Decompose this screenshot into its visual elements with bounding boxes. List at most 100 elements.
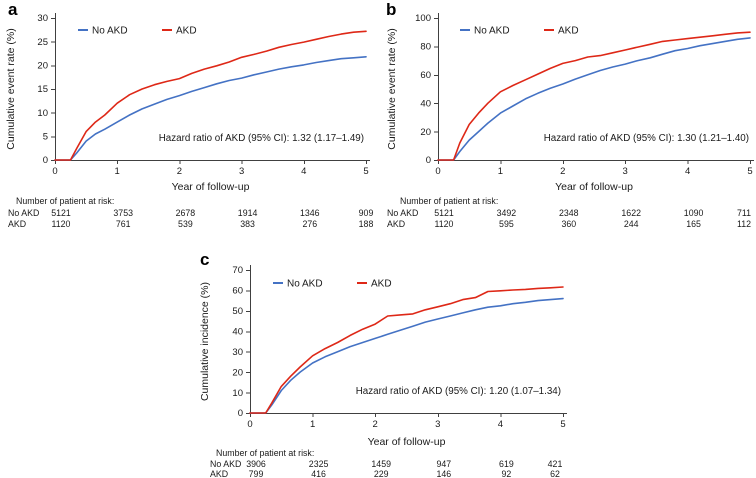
at-risk-value: 5121 — [434, 208, 454, 218]
at-risk-value: 188 — [359, 219, 374, 229]
panel-a: a 0 5 10 15 20 25 30 0 1 2 3 4 5 Cumulative event rat… — [0, 0, 378, 240]
at-risk-value: 146 — [436, 469, 451, 478]
y-tick-label: 40 — [420, 98, 431, 109]
x-tick-label: 1 — [115, 166, 120, 177]
at-risk-row-label-no-akd: No AKD — [8, 208, 39, 218]
at-risk-value: 1346 — [300, 208, 320, 218]
curve-akd — [249, 286, 564, 414]
y-tick-label: 5 — [43, 132, 48, 143]
x-tick-label: 1 — [498, 166, 503, 177]
legend-label-akd: AKD — [558, 26, 579, 37]
at-risk-value: 229 — [374, 469, 389, 478]
y-axis-title: Cumulative incidence (%) — [199, 282, 211, 401]
at-risk-value: 799 — [249, 469, 264, 478]
y-tick-label: 10 — [37, 108, 48, 119]
curve-no-akd — [54, 55, 367, 161]
at-risk-value: 112 — [737, 219, 751, 229]
y-axis-title: Cumulative event rate (%) — [386, 28, 398, 149]
panel-c: c 0 10 20 30 40 50 60 70 0 1 2 3 4 5 Cumulative incide… — [189, 240, 567, 478]
legend-label-no-akd: No AKD — [474, 26, 510, 37]
y-tick-label: 30 — [37, 13, 48, 24]
at-risk-value: 3492 — [497, 208, 517, 218]
legend-label-no-akd: No AKD — [287, 279, 323, 290]
y-tick-label: 0 — [43, 155, 48, 166]
y-tick-label: 0 — [426, 155, 431, 166]
at-risk-value: 947 — [436, 459, 451, 469]
x-tick-label: 0 — [435, 166, 440, 177]
x-tick-label: 5 — [560, 419, 565, 430]
at-risk-title: Number of patient at risk: — [16, 196, 114, 206]
x-tick-label: 4 — [498, 419, 503, 430]
at-risk-value: 1459 — [371, 459, 391, 469]
y-tick-label: 20 — [420, 127, 431, 138]
y-tick-label: 20 — [232, 367, 243, 378]
at-risk-title: Number of patient at risk: — [216, 448, 314, 458]
y-tick-label: 80 — [420, 42, 431, 53]
y-tick-label: 70 — [232, 265, 243, 276]
x-tick-label: 2 — [560, 166, 565, 177]
panel-a-letter: a — [8, 0, 18, 19]
y-tick-label: 0 — [238, 408, 243, 419]
at-risk-value: 711 — [737, 208, 751, 218]
y-tick-label: 30 — [232, 347, 243, 358]
at-risk-row-label-akd: AKD — [8, 219, 26, 229]
x-tick-label: 3 — [435, 419, 440, 430]
at-risk-value: 62 — [550, 469, 560, 478]
at-risk-value: 619 — [499, 459, 514, 469]
panel-b-letter: b — [386, 0, 397, 19]
y-tick-label: 60 — [232, 286, 243, 297]
legend-label-akd: AKD — [176, 26, 197, 37]
at-risk-value: 1120 — [52, 219, 71, 229]
panel-c-letter: c — [200, 250, 210, 269]
at-risk-value: 3906 — [246, 459, 266, 469]
x-tick-label: 2 — [373, 419, 378, 430]
at-risk-value: 2348 — [559, 208, 579, 218]
curve-akd — [437, 31, 751, 161]
y-tick-label: 40 — [232, 326, 243, 337]
at-risk-value: 1090 — [684, 208, 704, 218]
at-risk-value: 383 — [240, 219, 255, 229]
panel-b: b 0 20 40 60 80 100 0 1 2 3 4 5 Cumulative event rat… — [378, 0, 756, 240]
hazard-ratio-annotation: Hazard ratio of AKD (95% CI): 1.30 (1.21… — [544, 133, 749, 144]
at-risk-value: 360 — [561, 219, 576, 229]
hazard-ratio-annotation: Hazard ratio of AKD (95% CI): 1.32 (1.17… — [159, 133, 364, 144]
x-tick-label: 1 — [310, 419, 315, 430]
at-risk-row-label-akd: AKD — [387, 219, 405, 229]
at-risk-row-label-no-akd: No AKD — [387, 208, 418, 218]
y-tick-label: 100 — [415, 13, 431, 24]
at-risk-value: 244 — [624, 219, 639, 229]
x-tick-label: 3 — [239, 166, 244, 177]
chart-b-cumulative-event-rate: 0 20 40 60 80 100 0 1 2 3 4 5 Cumulative event rate … — [386, 13, 754, 229]
at-risk-value: 5121 — [51, 208, 71, 218]
x-tick-label: 4 — [301, 166, 306, 177]
at-risk-value: 595 — [499, 219, 514, 229]
legend-label-no-akd: No AKD — [92, 26, 128, 37]
at-risk-value: 416 — [311, 469, 326, 478]
at-risk-value: 165 — [686, 219, 701, 229]
x-tick-label: 0 — [247, 419, 252, 430]
at-risk-value: 276 — [302, 219, 317, 229]
x-tick-label: 0 — [52, 166, 57, 177]
y-tick-label: 15 — [37, 84, 48, 95]
y-tick-label: 20 — [37, 61, 48, 72]
at-risk-value: 1622 — [621, 208, 641, 218]
x-tick-label: 5 — [747, 166, 752, 177]
at-risk-value: 761 — [116, 219, 131, 229]
y-tick-label: 25 — [37, 37, 48, 48]
x-tick-label: 3 — [623, 166, 628, 177]
at-risk-value: 1914 — [238, 208, 258, 218]
x-axis-title: Year of follow-up — [172, 181, 250, 193]
y-tick-label: 10 — [232, 388, 243, 399]
at-risk-value: 421 — [548, 459, 563, 469]
at-risk-value: 2678 — [176, 208, 196, 218]
curve-no-akd — [249, 297, 564, 414]
y-tick-label: 50 — [232, 306, 243, 317]
x-axis-title: Year of follow-up — [555, 181, 633, 193]
curve-akd — [54, 30, 367, 161]
at-risk-value: 3753 — [113, 208, 133, 218]
legend-label-akd: AKD — [371, 279, 392, 290]
y-tick-label: 60 — [420, 70, 431, 81]
at-risk-value: 1120 — [435, 219, 454, 229]
at-risk-row-label-akd: AKD — [210, 469, 228, 478]
